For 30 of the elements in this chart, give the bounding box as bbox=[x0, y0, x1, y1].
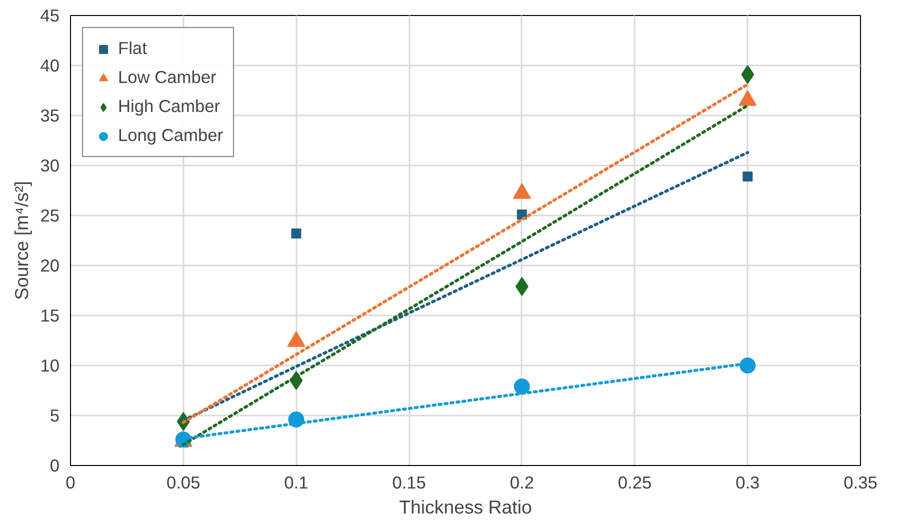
x-tick-label: 0.05 bbox=[166, 472, 200, 492]
y-tick-label: 40 bbox=[40, 56, 60, 76]
x-tick-label: 0.3 bbox=[736, 472, 760, 492]
y-axis-title: Source [m⁴/s²] bbox=[11, 181, 32, 300]
y-tick-label: 0 bbox=[50, 456, 60, 476]
legend-label: Low Camber bbox=[118, 67, 216, 88]
y-tick-label: 25 bbox=[40, 206, 60, 226]
point bbox=[515, 277, 528, 296]
x-tick-label: 0.2 bbox=[510, 472, 534, 492]
y-tick-label: 20 bbox=[40, 256, 60, 276]
y-tick-label: 35 bbox=[40, 106, 60, 126]
point bbox=[742, 172, 753, 182]
y-tick-label: 30 bbox=[40, 156, 60, 176]
x-tick-label: 0.1 bbox=[284, 472, 308, 492]
point bbox=[741, 65, 754, 84]
legend-label: Flat bbox=[118, 38, 147, 59]
y-tick-label: 10 bbox=[40, 356, 60, 376]
legend-label: High Camber bbox=[118, 96, 220, 117]
x-tick-label: 0.35 bbox=[844, 472, 878, 492]
x-axis-title: Thickness Ratio bbox=[399, 496, 532, 518]
y-tick-label: 15 bbox=[40, 306, 60, 326]
point bbox=[514, 378, 530, 394]
point bbox=[740, 358, 756, 374]
point bbox=[291, 228, 302, 238]
y-tick-label: 45 bbox=[40, 6, 60, 26]
x-tick-label: 0.15 bbox=[392, 472, 426, 492]
x-tick-label: 0 bbox=[66, 472, 76, 492]
x-tick-label: 0.25 bbox=[618, 472, 652, 492]
y-tick-label: 5 bbox=[50, 406, 60, 426]
legend-label: Long Camber bbox=[118, 125, 223, 146]
